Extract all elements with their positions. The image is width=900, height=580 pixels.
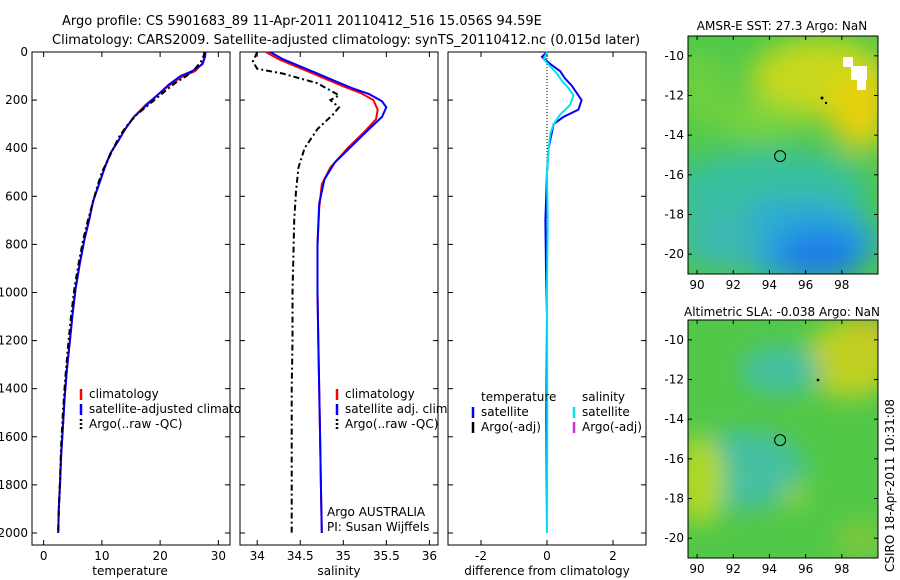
temperature-panel: 0 10 20 30 0 200 400 600 800 1000 1200 1400 1600 1800… [0, 45, 267, 578]
legend-label: satellite [582, 405, 630, 419]
map-x-tick-label: 92 [726, 278, 741, 292]
y-tick-label: 600 [5, 189, 28, 203]
salinity-xlabel: salinity [317, 564, 360, 578]
temperature-series [57, 51, 207, 534]
temperature-xlabel: temperature [92, 564, 167, 578]
map-y-tick-label: -12 [664, 89, 684, 103]
y-tick-label: 1400 [0, 382, 28, 396]
temperature-axes-frame [31, 51, 231, 546]
map-x-tick-label: 96 [798, 562, 813, 576]
x-tick-label: 35 [336, 549, 351, 563]
map-y-tick-label: -16 [664, 168, 684, 182]
salinity-panel: 34 34.5 35 35.5 36 salinity climatologysatel… [239, 51, 451, 578]
x-tick-label: 35.5 [373, 549, 400, 563]
sst-float-position-marker [774, 150, 787, 163]
x-tick-label: 10 [94, 549, 109, 563]
legend-label: satellite adj. clim. [345, 402, 451, 416]
pi-annotation: PI: Susan Wijffels [327, 520, 429, 534]
y-tick-label: 2000 [0, 526, 28, 540]
legend-header-salinity: salinity [582, 390, 625, 404]
figure-title-line-1: Argo profile: CS 5901683_89 11-Apr-2011 … [62, 14, 542, 29]
map-x-tick-label: 90 [689, 278, 704, 292]
y-tick-label: 800 [5, 237, 28, 251]
x-tick-label: 0 [40, 549, 48, 563]
series-line-argo-raw-qc [251, 51, 342, 533]
salinity-ticks: 34 34.5 35 35.5 36 [240, 51, 438, 563]
legend-label: satellite [481, 405, 529, 419]
x-tick-label: 0 [543, 549, 551, 563]
map-x-tick-label: 90 [689, 562, 704, 576]
legend-label: climatology [89, 387, 159, 401]
map-y-tick-label: -10 [664, 49, 684, 63]
map-y-tick-label: -14 [664, 128, 684, 142]
x-tick-label: 36 [422, 549, 437, 563]
x-tick-label: -2 [475, 549, 487, 563]
legend-header-temperature: temperature [481, 390, 556, 404]
map-y-tick-label: -16 [664, 452, 684, 466]
x-tick-label: 20 [152, 549, 167, 563]
series-line-satellite [542, 51, 575, 534]
sst-map-title: AMSR-E SST: 27.3 Argo: NaN [697, 19, 867, 33]
difference-legend: temperature salinitysatelliteArgo(-adj)sa… [471, 390, 642, 434]
map-x-tick-label: 98 [834, 562, 849, 576]
map-y-tick-label: -20 [664, 531, 684, 545]
map-y-tick-label: -18 [664, 492, 684, 506]
sla-map-ticks: 90 92 94 96 98 -10 -12 -14 -16 -18 -20 [664, 320, 878, 576]
legend-label: satellite-adjusted climatology [89, 402, 267, 416]
legend-label: climatology [345, 387, 415, 401]
legend-label: Argo(..raw -QC) [345, 417, 438, 431]
map-y-tick-label: -14 [664, 412, 684, 426]
y-tick-label: 1800 [0, 478, 28, 492]
difference-ticks: -2 0 2 [448, 51, 646, 563]
sst-map-image [688, 36, 878, 274]
sla-map-title: Altimetric SLA: -0.038 Argo: NaN [684, 305, 880, 319]
temperature-ticks: 0 10 20 30 0 200 400 600 800 1000 1200 1400 1600 1800… [0, 45, 230, 563]
x-tick-label: 30 [211, 549, 226, 563]
map-y-tick-label: -12 [664, 373, 684, 387]
y-tick-label: 200 [5, 93, 28, 107]
x-tick-label: 2 [609, 549, 617, 563]
difference-panel: -2 0 2 difference from climatology tempera… [447, 51, 647, 578]
x-tick-label: 34 [250, 549, 265, 563]
map-x-tick-label: 96 [798, 278, 813, 292]
sla-float-position-marker [774, 434, 787, 447]
sla-map-image [688, 320, 878, 558]
salinity-series [251, 51, 388, 534]
legend-label: Argo(-adj) [481, 420, 541, 434]
legend-label: Argo(..raw -QC) [89, 417, 182, 431]
y-tick-label: 1600 [0, 430, 28, 444]
difference-xlabel: difference from climatology [464, 564, 630, 578]
argo-program-annotation: Argo AUSTRALIA [327, 505, 426, 519]
salinity-axes-frame [239, 51, 439, 546]
map-x-tick-label: 94 [762, 562, 777, 576]
series-line-satellite-adj-clim [269, 51, 388, 534]
series-line-argo-raw-qc [57, 51, 206, 534]
figure-title-line-2: Climatology: CARS2009. Satellite-adjuste… [52, 33, 640, 48]
sst-map-ticks: 90 92 94 96 98 -10 -12 -14 -16 -18 -20 [664, 36, 878, 292]
y-tick-label: 1200 [0, 334, 28, 348]
difference-series [540, 51, 583, 534]
map-y-tick-label: -20 [664, 247, 684, 261]
map-y-tick-label: -18 [664, 208, 684, 222]
map-x-tick-label: 98 [834, 278, 849, 292]
map-x-tick-label: 94 [762, 278, 777, 292]
legend-label: Argo(-adj) [582, 420, 642, 434]
y-tick-label: 1000 [0, 285, 28, 299]
map-y-tick-label: -10 [664, 333, 684, 347]
y-tick-label: 400 [5, 141, 28, 155]
y-tick-label: 0 [20, 45, 28, 59]
map-x-tick-label: 92 [726, 562, 741, 576]
side-timestamp-label: CSIRO 18-Apr-2011 10:31:08 [883, 399, 897, 572]
sst-map-panel: AMSR-E SST: 27.3 Argo: NaN 90 92 94 96 98 -10… [664, 19, 879, 292]
sla-map-panel: Altimetric SLA: -0.038 Argo: NaN 90 92 94 9… [664, 305, 880, 576]
x-tick-label: 34.5 [287, 549, 314, 563]
